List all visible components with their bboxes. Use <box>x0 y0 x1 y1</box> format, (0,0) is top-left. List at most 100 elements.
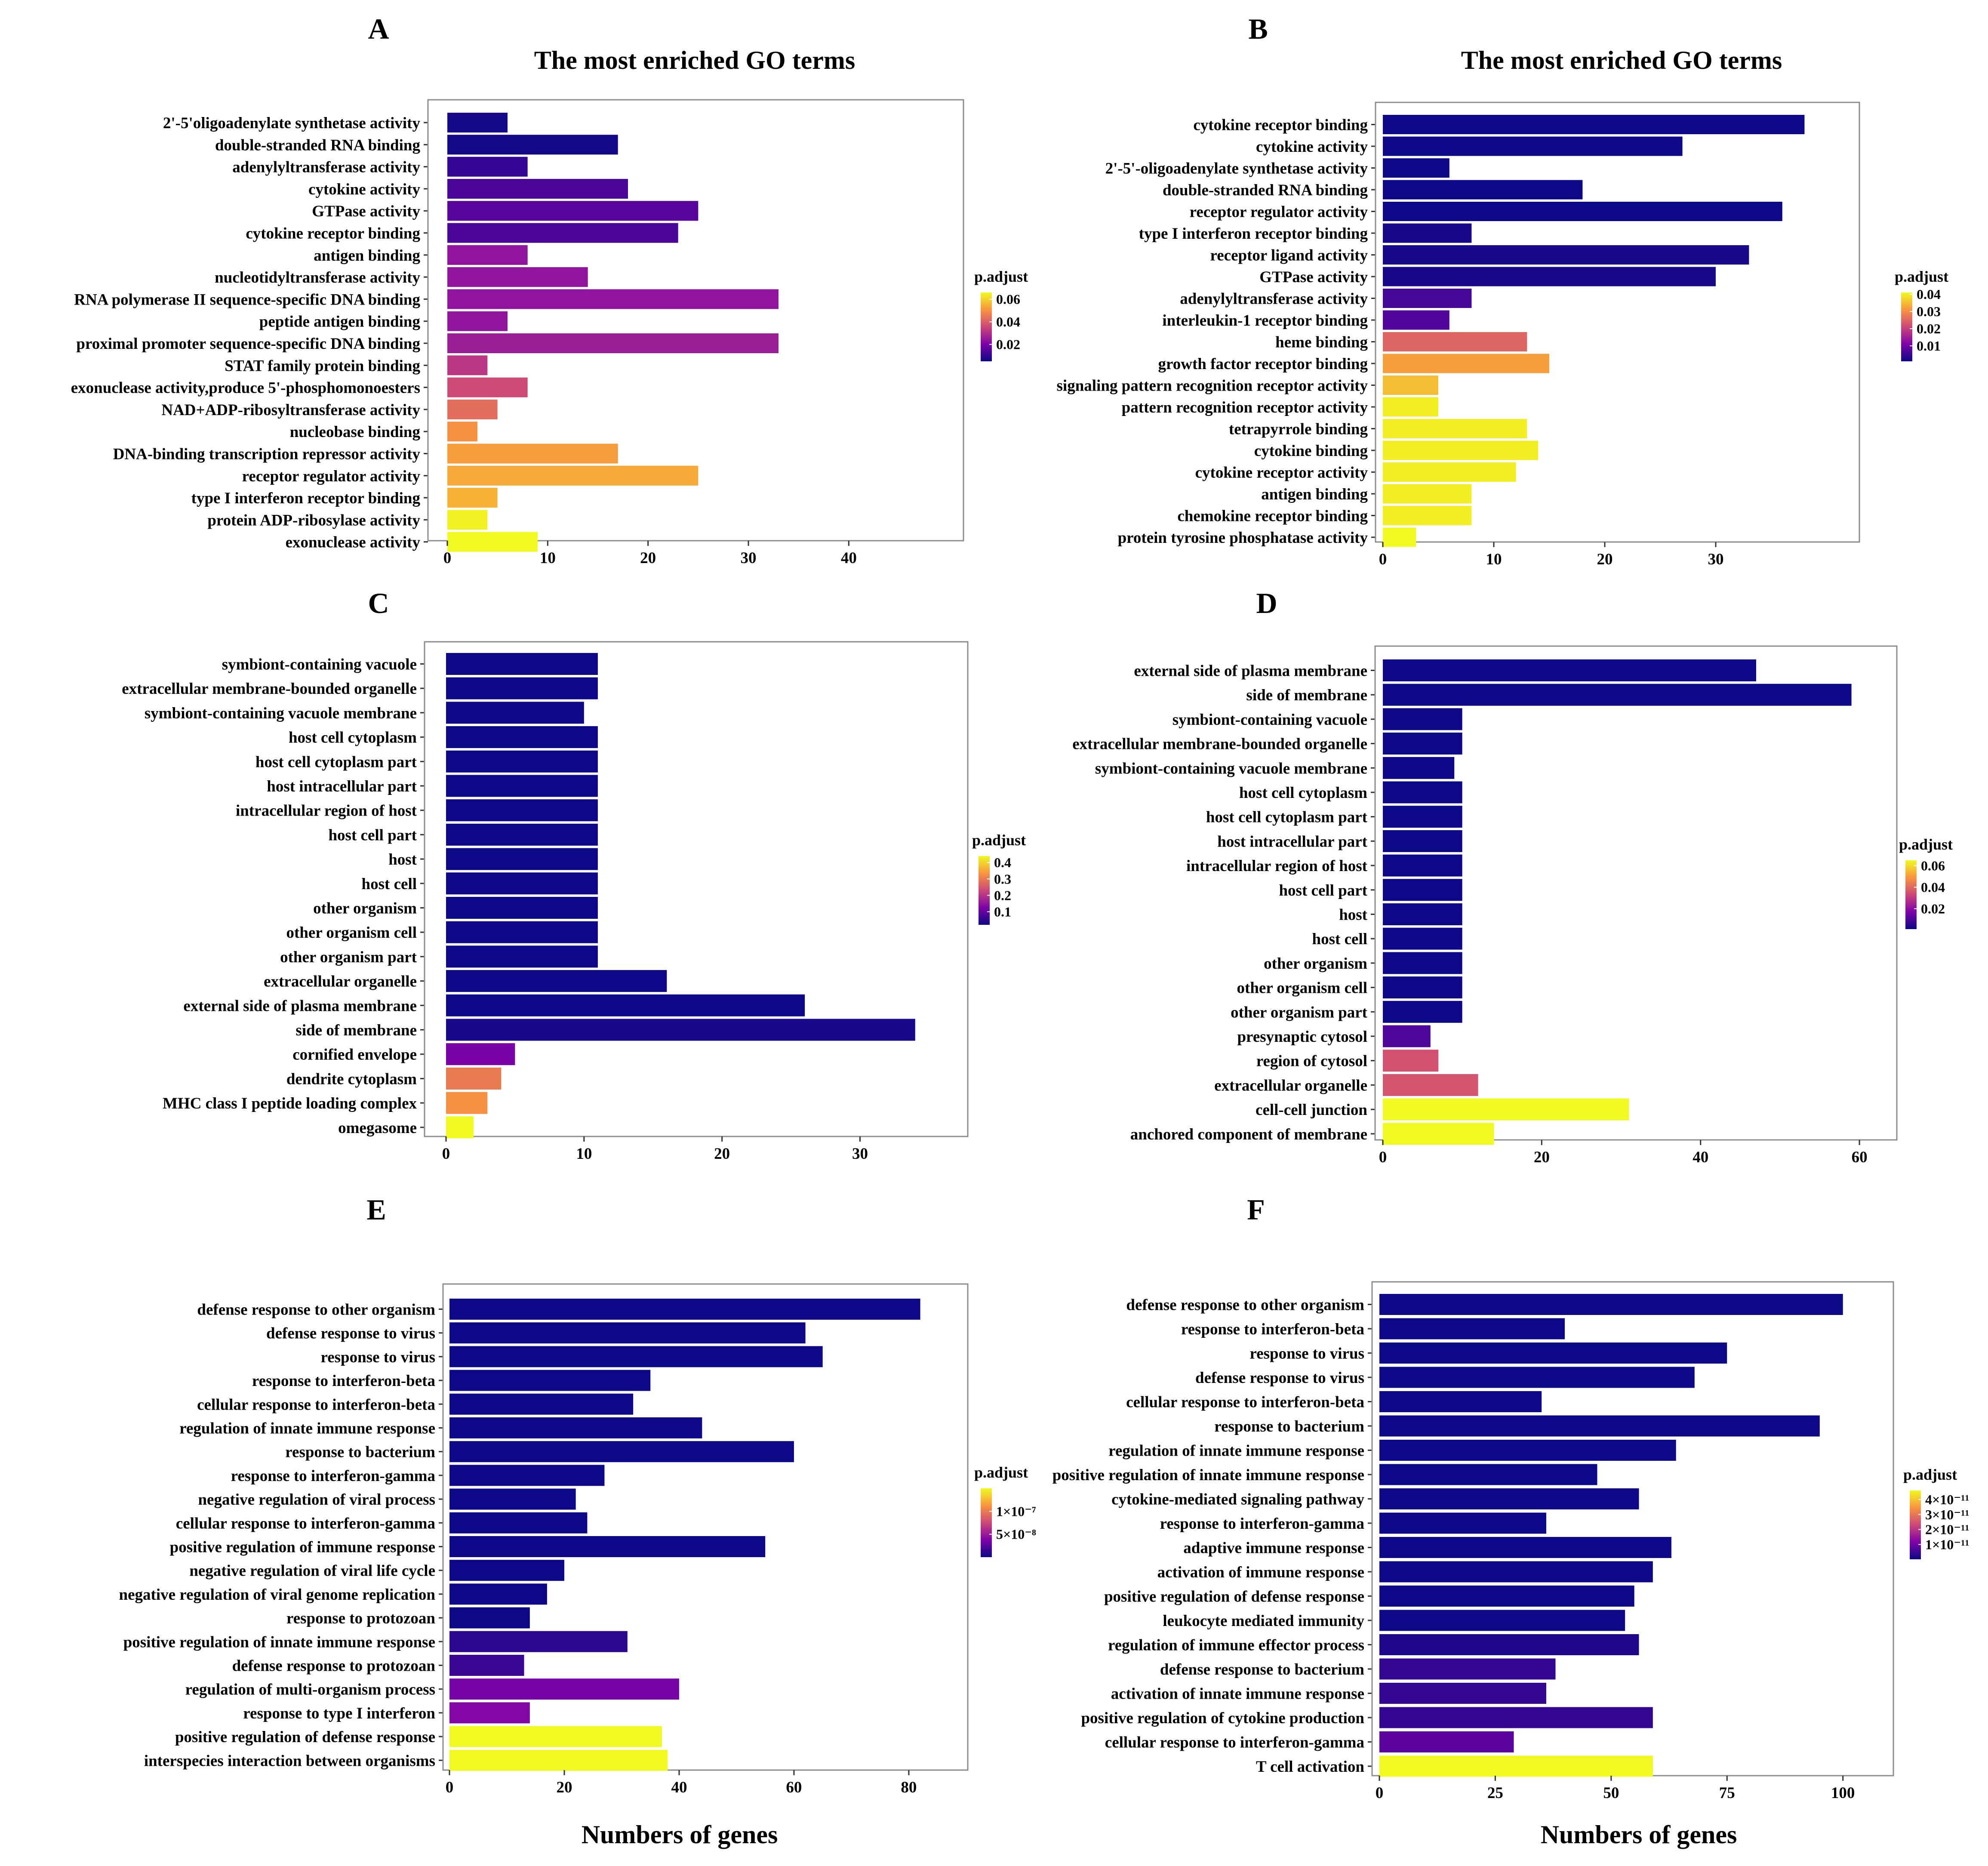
colorbar-tick-label: 1×10⁻⁷ <box>996 1503 1036 1519</box>
y-tick-label: regulation of innate immune response <box>179 1420 435 1438</box>
y-tick-label: host cell <box>362 875 417 893</box>
y-tick-label: 2'-5'oligoadenylate synthetase activity <box>163 114 421 132</box>
y-tick-label: leukocyte mediated immunity <box>1163 1612 1364 1630</box>
y-tick-label: dendrite cytoplasm <box>286 1070 417 1088</box>
y-tick-label: response to bacterium <box>1214 1418 1364 1435</box>
bar <box>447 377 528 397</box>
y-tick-label: other organism cell <box>286 924 417 942</box>
bar <box>447 157 528 177</box>
colorbar-legend: p.adjust 0.40.30.20.1 <box>972 831 1026 925</box>
y-tick-label: antigen binding <box>1261 486 1368 503</box>
bar <box>447 443 618 464</box>
bar <box>446 1116 474 1139</box>
colorbar-tick-label: 0.02 <box>1917 321 1941 336</box>
colorbar-ticks: 0.40.30.20.1 <box>987 855 1011 920</box>
panel-D: D external side of plasma membrane side o… <box>1072 587 1953 1166</box>
y-tick-label: host cell cytoplasm part <box>1206 809 1368 826</box>
y-tick-label: other organism part <box>280 948 417 966</box>
bar-group <box>446 653 915 1139</box>
bar <box>1379 1415 1820 1437</box>
bar <box>1379 1367 1695 1388</box>
bar <box>447 355 488 376</box>
bar-group <box>447 113 779 552</box>
panel-letter: F <box>1247 1193 1265 1226</box>
bar <box>447 201 699 221</box>
bar <box>449 1299 920 1320</box>
bar <box>1383 527 1416 547</box>
y-tick-label: heme binding <box>1275 334 1368 351</box>
y-tick-label: interleukin-1 receptor binding <box>1162 312 1368 329</box>
bar <box>1383 976 1462 999</box>
bar <box>1379 1537 1671 1558</box>
bar <box>1379 1610 1625 1631</box>
colorbar-tick-label: 2×10⁻¹¹ <box>1925 1522 1969 1537</box>
bar <box>449 1417 702 1438</box>
y-tick-label: cytokine activity <box>308 181 420 198</box>
panel-A: A The most enriched GO terms 2'-5'oligoa… <box>71 12 1028 567</box>
y-tick-label: other organism <box>1264 955 1367 973</box>
bar <box>1383 223 1472 243</box>
colorbar-legend: p.adjust 0.06 0.04 0.02 <box>1899 836 1953 929</box>
panel-C: C symbiont-containing vacuole extracellul… <box>122 587 1026 1163</box>
y-tick-label: tetrapyrrole binding <box>1229 421 1368 438</box>
y-tick-label: symbiont-containing vacuole membrane <box>1095 760 1367 777</box>
bar <box>449 1678 679 1700</box>
y-axis-labels: cytokine receptor binding cytokine activi… <box>1057 117 1376 547</box>
bar-group <box>1383 115 1805 547</box>
y-tick-label: defense response to bacterium <box>1160 1661 1364 1678</box>
bar <box>1383 136 1683 156</box>
y-tick-label: defense response to protozoan <box>232 1657 436 1675</box>
panel-letter: D <box>1256 587 1277 619</box>
bar <box>1383 354 1549 373</box>
y-tick-label: extracellular membrane-bounded organelle <box>122 680 417 698</box>
x-tick-label: 60 <box>786 1779 802 1796</box>
y-tick-label: positive regulation of defense response <box>175 1728 435 1746</box>
panel-letter: C <box>368 587 389 619</box>
x-tick-label: 0 <box>1376 1784 1384 1802</box>
bar <box>446 726 598 748</box>
bar <box>447 399 498 419</box>
y-tick-label: extracellular membrane-bounded organelle <box>1072 736 1367 753</box>
y-tick-label: omegasome <box>338 1119 417 1137</box>
x-tick-label: 10 <box>540 549 556 567</box>
y-tick-label: positive regulation of cytokine producti… <box>1081 1709 1364 1727</box>
x-tick-label: 75 <box>1719 1784 1735 1802</box>
colorbar-tick-label: 4×10⁻¹¹ <box>1925 1492 1969 1507</box>
colorbar-legend: p.adjust 0.06 0.04 0.02 <box>974 268 1028 361</box>
y-tick-label: nucleobase binding <box>290 423 421 441</box>
bar <box>1383 440 1539 460</box>
x-axis-ticks: 0 10 20 30 40 <box>443 541 857 567</box>
bar <box>446 897 598 919</box>
panel-letter: A <box>368 12 389 45</box>
x-tick-label: 10 <box>1486 551 1502 568</box>
bar <box>1383 115 1805 134</box>
bar <box>449 1749 668 1771</box>
bar <box>449 1702 530 1724</box>
y-tick-label: host cell cytoplasm <box>1239 784 1367 802</box>
bar <box>449 1631 628 1652</box>
bar <box>1379 1683 1546 1704</box>
y-tick-label: cellular response to interferon-beta <box>197 1396 435 1413</box>
colorbar-tick-label: 0.02 <box>996 337 1020 352</box>
y-axis-labels: defense response to other organism respon… <box>1052 1296 1372 1776</box>
bar <box>1383 757 1455 779</box>
bar <box>449 1393 634 1415</box>
y-tick-label: 2'-5'-oligoadenylate synthetase activity <box>1105 160 1368 178</box>
bar <box>447 422 477 442</box>
y-tick-label: intracellular region of host <box>1186 857 1368 875</box>
y-tick-label: host <box>388 851 417 868</box>
bar <box>447 532 538 552</box>
y-tick-label: peptide antigen binding <box>259 313 421 331</box>
colorbar-tick-label: 5×10⁻⁸ <box>996 1527 1036 1542</box>
y-tick-label: MHC class I peptide loading complex <box>163 1095 417 1112</box>
y-axis-labels: symbiont-containing vacuole extracellular… <box>122 656 425 1137</box>
y-tick-label: double-stranded RNA binding <box>1163 182 1368 199</box>
panel-E: E defense response to other organismdefe… <box>119 1193 1037 1849</box>
y-axis-labels: 2'-5'oligoadenylate synthetase activity d… <box>71 114 428 551</box>
x-axis-ticks: 0 25 50 75 100 <box>1376 1776 1855 1802</box>
bar <box>446 994 805 1016</box>
y-tick-label: signaling pattern recognition receptor a… <box>1057 377 1368 395</box>
bar <box>447 179 628 199</box>
y-tick-label: negative regulation of viral genome repl… <box>119 1586 436 1604</box>
y-tick-label: side of membrane <box>1246 687 1367 704</box>
